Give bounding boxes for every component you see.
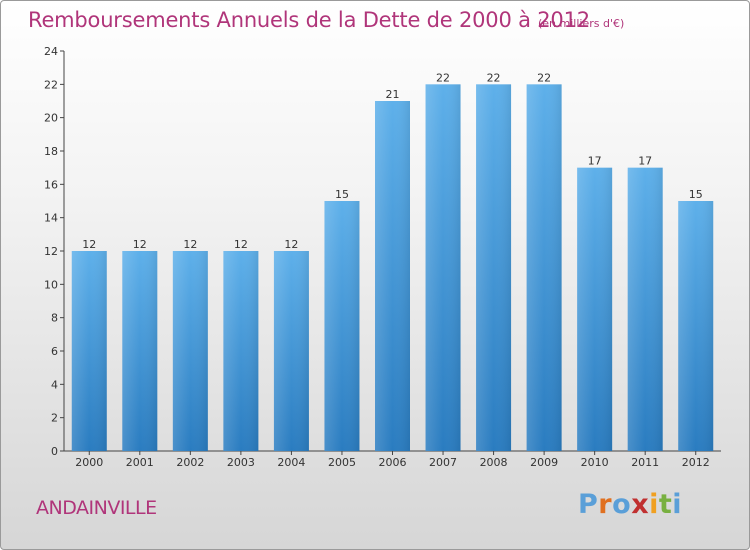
logo-letter: o [612, 489, 632, 520]
value-label: 12 [183, 238, 197, 251]
bar-shine-2010 [577, 167, 613, 451]
x-tick-label: 2007 [429, 456, 457, 469]
value-label: 17 [588, 155, 602, 168]
logo-letter: r [598, 489, 613, 520]
y-tick-label: 20 [44, 112, 58, 125]
x-tick-label: 2005 [328, 456, 356, 469]
logo-letter: i [649, 489, 659, 520]
bar-shine-2009 [526, 84, 562, 451]
y-tick-label: 12 [44, 245, 58, 258]
bar-shine-2007 [425, 84, 461, 451]
x-tick-label: 2011 [631, 456, 659, 469]
logo-letter: i [672, 489, 683, 520]
bar-shine-2003 [223, 251, 259, 451]
logo-letter: P [578, 489, 599, 520]
value-label: 12 [284, 238, 298, 251]
commune-name: ANDAINVILLE [36, 497, 157, 519]
value-label: 12 [82, 238, 96, 251]
y-tick-label: 24 [44, 45, 58, 58]
y-tick-label: 14 [44, 212, 58, 225]
x-tick-label: 2002 [176, 456, 204, 469]
y-tick-label: 16 [44, 178, 58, 191]
logo-letter: x [631, 489, 650, 520]
x-tick-label: 2006 [379, 456, 407, 469]
x-tick-label: 2004 [277, 456, 305, 469]
x-tick-label: 2010 [581, 456, 609, 469]
x-tick-label: 2001 [126, 456, 154, 469]
bar-shine-2004 [273, 251, 309, 451]
bar-shine-2008 [476, 84, 512, 451]
value-label: 22 [537, 71, 551, 84]
y-tick-label: 4 [51, 378, 58, 391]
value-label: 22 [436, 71, 450, 84]
bar-shine-2001 [122, 251, 158, 451]
y-tick-label: 18 [44, 145, 58, 158]
x-tick-label: 2012 [682, 456, 710, 469]
x-tick-label: 2000 [75, 456, 103, 469]
x-tick-label: 2003 [227, 456, 255, 469]
value-label: 12 [133, 238, 147, 251]
bar-shine-2005 [324, 201, 360, 451]
y-tick-label: 8 [51, 312, 58, 325]
bar-shine-2002 [172, 251, 208, 451]
value-label: 17 [638, 155, 652, 168]
y-tick-label: 6 [51, 345, 58, 358]
value-label: 21 [386, 88, 400, 101]
x-tick-label: 2008 [480, 456, 508, 469]
y-tick-label: 22 [44, 78, 58, 91]
logo-letter: t [658, 489, 673, 520]
y-tick-label: 2 [51, 412, 58, 425]
value-label: 22 [487, 71, 501, 84]
y-tick-label: 10 [44, 278, 58, 291]
value-label: 15 [689, 188, 703, 201]
proxiti-logo[interactable]: Proxiti [578, 489, 682, 520]
bar-shine-2006 [375, 101, 410, 451]
value-label: 12 [234, 238, 248, 251]
x-tick-label: 2009 [530, 456, 558, 469]
bar-shine-2012 [678, 201, 714, 451]
bar-shine-2000 [71, 251, 107, 451]
bar-shine-2011 [627, 167, 663, 451]
chart-title: Remboursements Annuels de la Dette de 20… [28, 8, 590, 32]
y-tick-label: 0 [51, 445, 58, 458]
chart-unit: (en milliers d'€) [538, 17, 625, 30]
value-label: 15 [335, 188, 349, 201]
